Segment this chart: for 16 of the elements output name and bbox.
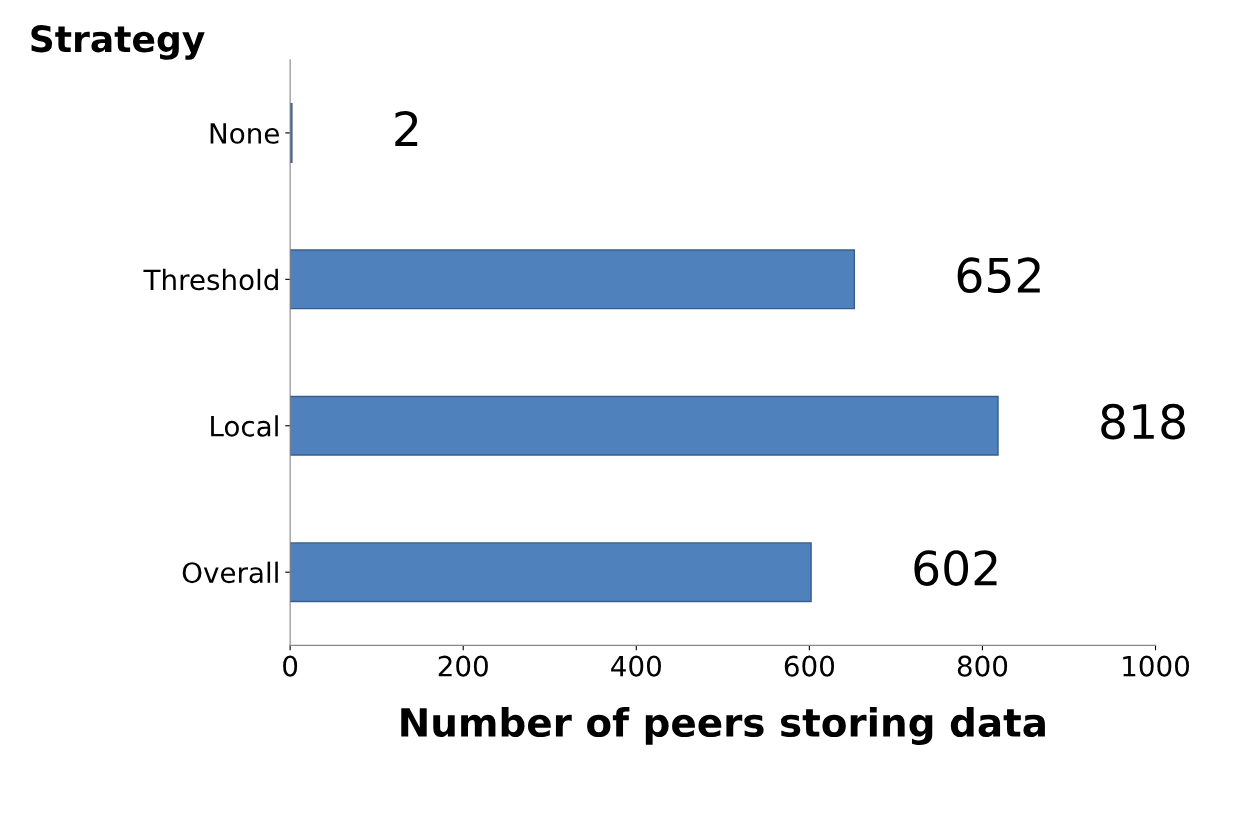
- y-tick-label: Local: [211, 415, 278, 437]
- x-axis-title: Number of peers storing data: [401, 707, 1045, 745]
- x-tick-label: 800: [957, 655, 1008, 677]
- x-tick-label: 200: [438, 655, 488, 677]
- y-tick-label: Overall: [182, 561, 278, 584]
- x-tick-label: 600: [784, 655, 835, 677]
- data-label: 602: [914, 550, 997, 586]
- x-tick-label: 400: [611, 655, 661, 677]
- y-tick-label: None: [210, 123, 279, 144]
- y-tick-label: Threshold: [143, 268, 278, 291]
- x-tick-label: 1000: [1123, 655, 1190, 677]
- data-label: 818: [1101, 403, 1185, 440]
- data-label: 2: [395, 110, 418, 146]
- y-axis-title: Strategy: [31, 25, 205, 60]
- data-label: 652: [957, 257, 1040, 294]
- x-tick-label: 0: [283, 655, 298, 677]
